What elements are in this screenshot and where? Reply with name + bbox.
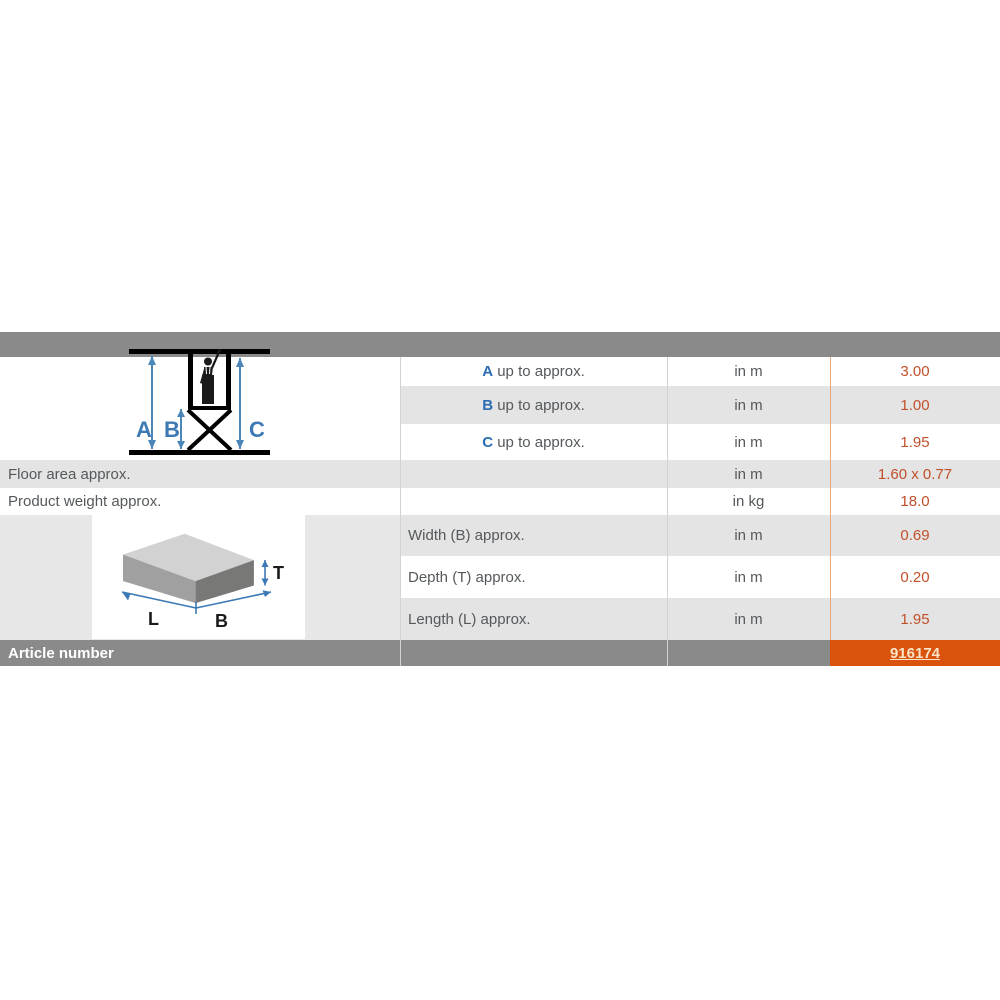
svg-text:L: L	[148, 609, 159, 629]
svg-text:B: B	[215, 611, 228, 631]
svg-text:T: T	[273, 563, 284, 583]
